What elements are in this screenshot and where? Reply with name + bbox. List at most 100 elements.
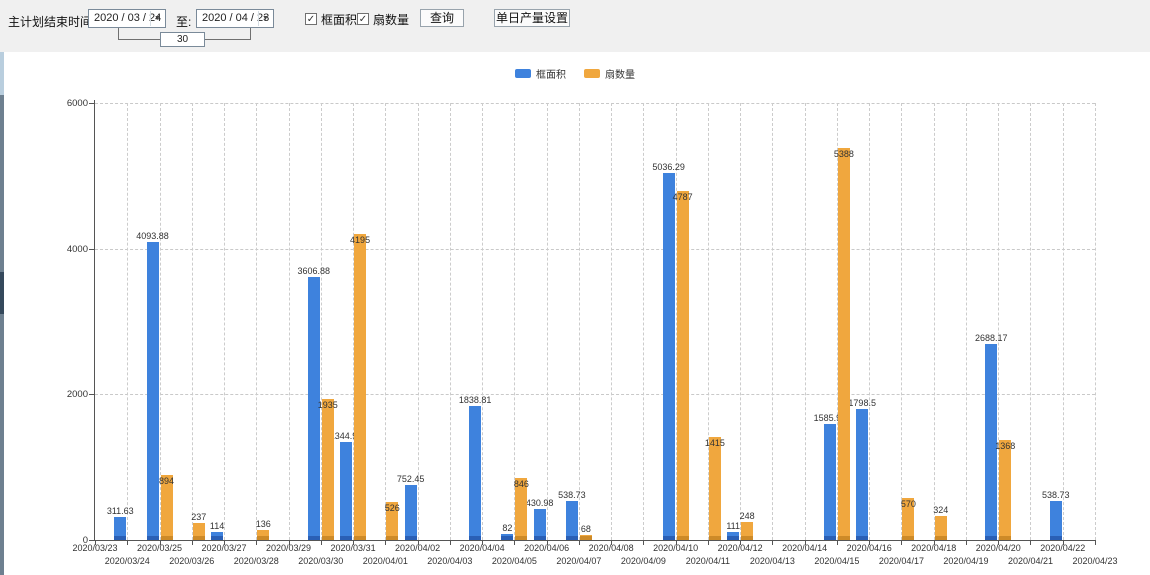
- legend-label-frame-area: 框面积: [536, 70, 566, 81]
- bar-frame-area: [307, 277, 320, 540]
- x-axis-label: 2020/03/27: [201, 543, 247, 553]
- end-date-picker[interactable]: 2020 / 04 / 23 ▼: [196, 9, 274, 28]
- bar-sash-count: [934, 516, 947, 540]
- x-axis-label: 2020/04/11: [685, 556, 731, 566]
- bar-value-label: 1838.81: [458, 395, 492, 406]
- bar-value-label: 1368: [995, 441, 1016, 452]
- checkbox-checked-icon[interactable]: ✓: [305, 13, 317, 25]
- x-axis-line: [94, 540, 1096, 541]
- bar-sash-count: [676, 191, 689, 540]
- bar-value-label: 570: [900, 499, 916, 510]
- bar-value-label: 311.63: [106, 506, 134, 517]
- query-button[interactable]: 查询: [420, 9, 464, 27]
- checkbox-frame-area[interactable]: ✓ 框面积: [305, 12, 357, 27]
- bar-sash-count: [741, 521, 754, 540]
- x-axis-label: 2020/04/05: [491, 556, 537, 566]
- bar-value-label: 1415: [704, 437, 725, 448]
- checkbox-sash-count[interactable]: ✓ 扇数量: [357, 12, 409, 27]
- daily-output-settings-button[interactable]: 单日产量设置: [494, 9, 570, 27]
- x-gridline: [772, 103, 774, 540]
- chevron-down-icon[interactable]: ▼: [258, 11, 272, 26]
- x-tick: [449, 541, 451, 545]
- x-gridline: [578, 103, 580, 540]
- x-gridline: [804, 103, 806, 540]
- bar-sash-count: [708, 436, 721, 540]
- y-axis-label: 4000: [66, 243, 88, 255]
- x-gridline: [288, 103, 290, 540]
- checkbox-checked-icon[interactable]: ✓: [357, 13, 369, 25]
- x-gridline: [933, 103, 935, 540]
- x-gridline: [675, 103, 677, 540]
- x-gridline: [256, 103, 258, 540]
- x-gridline: [740, 103, 742, 540]
- x-axis-label: 2020/04/08: [588, 543, 634, 553]
- x-axis-label: 2020/04/01: [362, 556, 408, 566]
- x-tick: [191, 541, 193, 545]
- bar-sash-count: [321, 399, 334, 540]
- x-axis-label: 2020/04/09: [620, 556, 666, 566]
- bar-value-label: 894: [159, 475, 175, 486]
- splitter-grip[interactable]: [0, 272, 4, 314]
- bar-value-label: 1585.96: [813, 413, 847, 424]
- x-gridline: [159, 103, 161, 540]
- x-tick: [546, 541, 548, 545]
- days-count-input[interactable]: 30: [160, 32, 205, 47]
- legend-item-frame-area[interactable]: 框面积: [515, 66, 566, 81]
- bar-frame-area: [469, 406, 482, 540]
- x-gridline: [1095, 103, 1096, 540]
- legend-label-sash-count: 扇数量: [605, 70, 635, 81]
- x-axis-label: 2020/04/15: [814, 556, 860, 566]
- x-axis-label: 2020/04/12: [717, 543, 763, 553]
- x-axis-label: 2020/04/21: [1007, 556, 1053, 566]
- x-gridline: [417, 103, 419, 540]
- y-tick: [89, 248, 94, 250]
- x-tick: [707, 541, 709, 545]
- x-tick: [998, 541, 1000, 545]
- bar-value-label: 846: [513, 479, 529, 490]
- x-gridline: [385, 103, 387, 540]
- x-tick: [965, 541, 967, 545]
- x-axis-label: 2020/03/28: [233, 556, 279, 566]
- x-tick: [933, 541, 935, 545]
- x-axis-label: 2020/04/07: [556, 556, 602, 566]
- bar-sash-count: [386, 501, 399, 540]
- bar-value-label: 430.98: [525, 497, 554, 508]
- x-tick: [417, 541, 419, 545]
- bar-sash-count: [354, 234, 367, 540]
- bar-frame-area: [146, 241, 159, 540]
- bar-value-label: 82: [502, 523, 513, 534]
- x-tick: [1030, 541, 1032, 545]
- x-axis-label: 2020/04/22: [1040, 543, 1086, 553]
- plan-end-time-label: 主计划结束时间:: [8, 15, 96, 29]
- start-date-picker[interactable]: 2020 / 03 / 24 ▼: [88, 9, 166, 28]
- bar-value-label: 1344.95: [329, 431, 363, 442]
- bar-value-label: 248: [739, 510, 755, 521]
- x-axis-label: 2020/03/26: [169, 556, 215, 566]
- legend-item-sash-count[interactable]: 扇数量: [584, 66, 635, 81]
- x-tick: [901, 541, 903, 545]
- bar-sash-count: [902, 498, 915, 540]
- chevron-down-icon[interactable]: ▼: [150, 11, 164, 26]
- bar-sash-count: [579, 535, 592, 540]
- x-gridline: [869, 103, 871, 540]
- x-gridline: [514, 103, 516, 540]
- x-tick: [256, 541, 258, 545]
- bar-value-label: 324: [933, 505, 949, 516]
- x-tick: [772, 541, 774, 545]
- start-date-value: 2020 / 03 / 24: [94, 12, 162, 24]
- connector-line: [118, 39, 160, 40]
- left-panel-splitter[interactable]: [0, 95, 4, 575]
- x-tick: [95, 541, 96, 545]
- x-axis-label: 2020/03/30: [298, 556, 344, 566]
- bar-frame-area: [856, 409, 869, 540]
- bar-sash-count: [837, 147, 850, 540]
- x-axis-label: 2020/04/18: [911, 543, 957, 553]
- bar-value-label: 237: [191, 511, 207, 522]
- bar-frame-area: [340, 442, 353, 540]
- y-gridline: [95, 394, 1095, 396]
- bar-value-label: 5388: [833, 148, 854, 159]
- x-tick: [1095, 541, 1096, 545]
- x-gridline: [901, 103, 903, 540]
